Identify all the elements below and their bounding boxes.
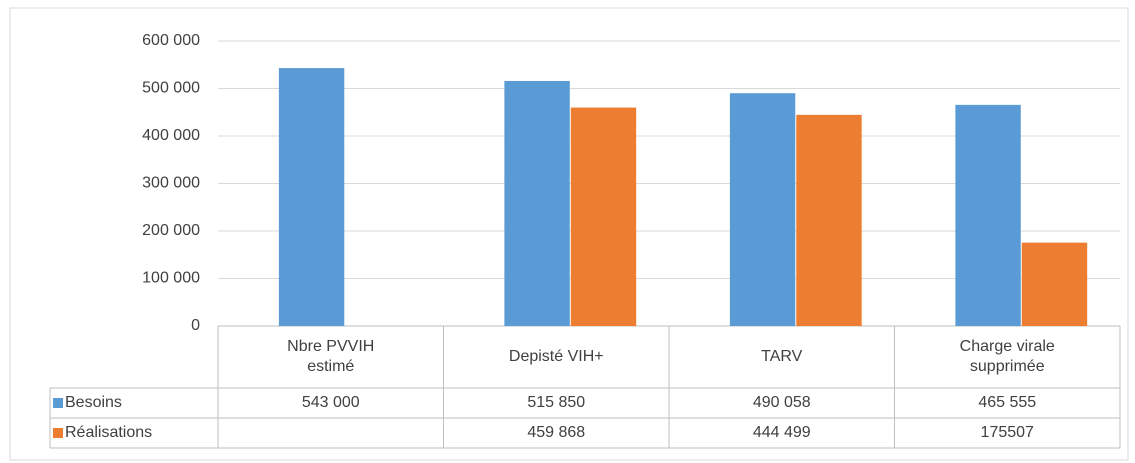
legend-label-text: Réalisations — [65, 424, 153, 441]
legend-label: Réalisations — [65, 418, 218, 448]
y-tick-label: 0 — [191, 317, 200, 334]
bar — [1021, 242, 1088, 326]
legend-label-text: Besoins — [65, 394, 122, 411]
bar — [570, 107, 637, 326]
x-tick-label: Charge virale supprimée — [895, 326, 1121, 388]
data-table-value-text: 459 868 — [527, 424, 586, 441]
bar — [504, 80, 570, 326]
y-tick-label: 200 000 — [142, 222, 200, 239]
data-table-value-text: 444 499 — [752, 424, 811, 441]
data-table-value: 175507 — [895, 418, 1121, 448]
legend-key — [53, 428, 63, 438]
data-table-value: 459 868 — [444, 418, 670, 448]
chart-frame — [9, 7, 1129, 461]
data-table-value: 465 555 — [895, 388, 1121, 418]
y-tick-label: 500 000 — [142, 80, 200, 97]
x-tick-label-text: TARV — [761, 348, 803, 365]
data-table-value-text: 515 850 — [527, 394, 586, 411]
x-tick-label: Nbre PVVIH estimé — [218, 326, 444, 388]
x-tick-label: TARV — [669, 326, 895, 388]
data-table-value: 543 000 — [218, 388, 444, 418]
y-tick-label: 100 000 — [142, 270, 200, 287]
bar — [729, 93, 796, 327]
y-tick-label: 600 000 — [142, 32, 200, 49]
data-table-value-text: 490 058 — [752, 394, 811, 411]
legend-label: Besoins — [65, 388, 218, 418]
x-tick-label-text: Depisté VIH+ — [508, 348, 604, 365]
y-tick-label: 400 000 — [142, 127, 200, 144]
data-table-value-text: 543 000 — [301, 394, 360, 411]
x-tick-label-text: Charge virale supprimée — [959, 338, 1055, 375]
x-tick-label: Depisté VIH+ — [444, 326, 670, 388]
data-table-value-text: 175507 — [980, 424, 1034, 441]
bar — [955, 104, 1021, 326]
bar — [796, 114, 862, 326]
x-tick-label-text: Nbre PVVIH estimé — [287, 338, 375, 375]
data-table-value: 515 850 — [444, 388, 670, 418]
data-table-value: 490 058 — [669, 388, 895, 418]
data-table-value-text: 465 555 — [978, 394, 1037, 411]
y-tick-label: 300 000 — [142, 175, 200, 192]
data-table-value: 444 499 — [669, 418, 895, 448]
legend-key — [53, 398, 63, 408]
bar — [278, 68, 345, 326]
